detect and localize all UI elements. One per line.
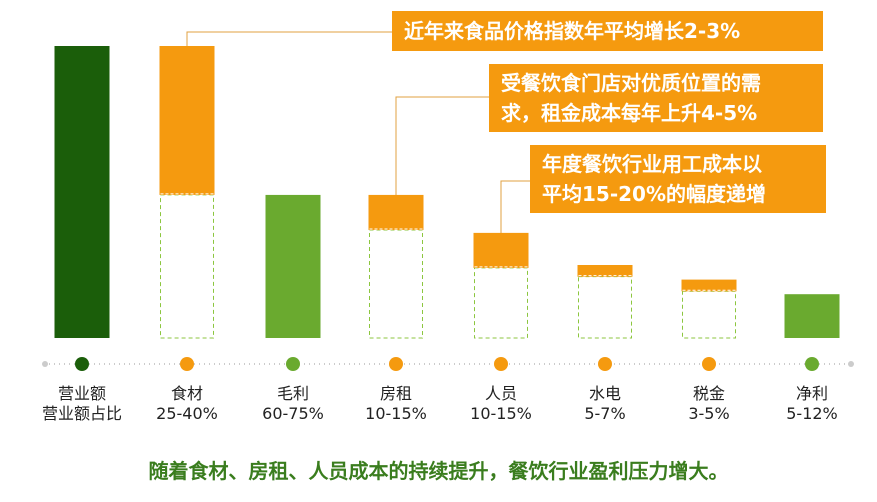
axis-marker — [805, 357, 819, 371]
category-label: 房租 10-15% — [341, 384, 451, 424]
bar-房租 — [368, 194, 424, 230]
category-ratio: 3-5% — [688, 404, 730, 423]
category-label: 税金 3-5% — [654, 384, 764, 424]
bar-人员 — [473, 232, 529, 268]
category-name: 房租 — [379, 384, 412, 403]
category-ratio: 5-12% — [786, 404, 838, 423]
category-name: 净利 — [795, 384, 828, 403]
axis-end-dot — [848, 361, 854, 367]
leader-line-food — [186, 31, 392, 46]
category-label: 净利 5-12% — [757, 384, 867, 424]
axis-marker — [702, 357, 716, 371]
category-ratio: 10-15% — [365, 404, 427, 423]
bar-dashed-outline — [160, 194, 214, 339]
bar-水电 — [577, 265, 633, 277]
leader-line-rent — [395, 96, 489, 199]
callout-line: 受餐饮食门店对优质位置的需 — [501, 71, 761, 95]
category-name: 水电 — [588, 384, 621, 403]
callout-rent: 受餐饮食门店对优质位置的需 求，租金成本每年上升4-5% — [489, 64, 823, 132]
bar-dashed-outline — [578, 276, 632, 339]
bar-dashed-outline — [369, 229, 423, 339]
category-name: 人员 — [484, 384, 517, 403]
bar-dashed-outline — [682, 290, 736, 339]
category-ratio: 25-40% — [156, 404, 218, 423]
category-label: 营业额 营业额占比 — [27, 384, 137, 424]
bar-净利 — [784, 294, 840, 338]
bar-食材 — [159, 46, 215, 195]
category-name: 税金 — [692, 384, 725, 403]
bar-税金 — [681, 279, 737, 292]
axis-marker — [286, 357, 300, 371]
category-label: 水电 5-7% — [550, 384, 660, 424]
axis-marker — [75, 357, 89, 371]
axis-marker — [180, 357, 194, 371]
category-ratio: 10-15% — [470, 404, 532, 423]
conclusion-text: 随着食材、房租、人员成本的持续提升，餐饮行业盈利压力增大。 — [148, 459, 729, 483]
category-ratio: 营业额占比 — [41, 404, 122, 423]
callout-food-price: 近年来食品价格指数年平均增长2-3% — [392, 11, 823, 51]
axis-marker — [494, 357, 508, 371]
category-ratio: 60-75% — [262, 404, 324, 423]
callout-line: 求，租金成本每年上升4-5% — [501, 101, 758, 125]
leader-line-labor — [500, 180, 530, 235]
category-label: 毛利 60-75% — [238, 384, 348, 424]
bar-营业额 — [54, 46, 110, 338]
bar-毛利 — [265, 194, 321, 338]
bar-dashed-outline — [474, 267, 528, 339]
callout-line: 年度餐饮行业用工成本以 — [542, 152, 762, 176]
axis-marker — [598, 357, 612, 371]
callout-line: 近年来食品价格指数年平均增长2-3% — [404, 19, 741, 43]
category-ratio: 5-7% — [584, 404, 626, 423]
category-label: 食材 25-40% — [132, 384, 242, 424]
callout-labor: 年度餐饮行业用工成本以 平均15-20%的幅度递增 — [530, 145, 826, 213]
category-label: 人员 10-15% — [446, 384, 556, 424]
category-name: 食材 — [170, 384, 203, 403]
category-name: 毛利 — [276, 384, 309, 403]
category-name: 营业额 — [57, 384, 106, 403]
axis-end-dot — [42, 361, 48, 367]
callout-line: 平均15-20%的幅度递增 — [542, 182, 767, 206]
axis-marker — [389, 357, 403, 371]
